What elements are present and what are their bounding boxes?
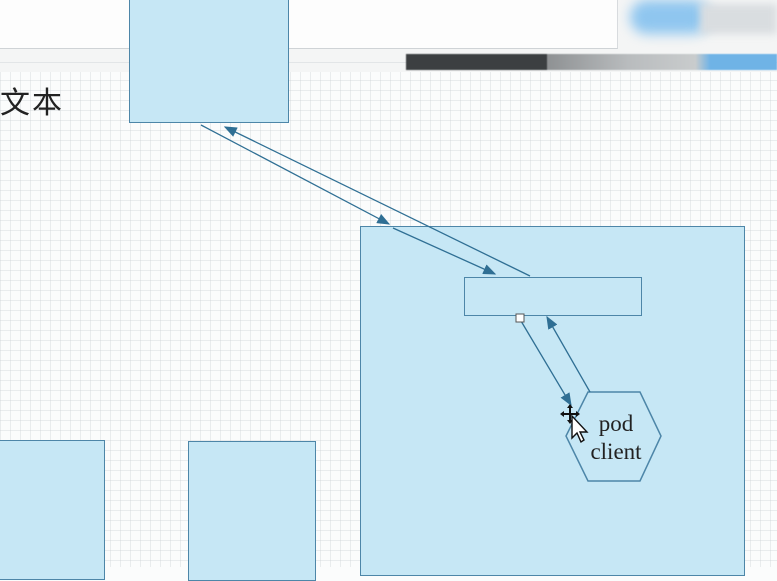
diagram-overlay xyxy=(200,124,662,482)
bottom-left-box[interactable] xyxy=(0,440,105,580)
edge-top-box-to-container[interactable] xyxy=(200,124,391,225)
toolbar-blurred-control[interactable] xyxy=(700,4,777,34)
toolbar-divider xyxy=(0,62,777,63)
pod-hexagon[interactable] xyxy=(565,391,662,482)
progress-bar xyxy=(406,54,777,70)
pod-label: pod client xyxy=(584,410,648,466)
top-box[interactable] xyxy=(129,0,289,123)
toolbar-blurred-button[interactable] xyxy=(630,0,710,34)
connection-handle[interactable] xyxy=(515,313,525,323)
edge-pod-to-inner-bar[interactable] xyxy=(546,315,591,393)
edge-container-to-inner-bar[interactable] xyxy=(392,227,497,275)
pod-label-line1: pod xyxy=(598,411,634,436)
edge-inner-bar-to-pod[interactable] xyxy=(520,320,572,407)
inner-bar[interactable] xyxy=(464,277,642,316)
toolbar-panel xyxy=(0,0,618,49)
bottom-middle-box[interactable] xyxy=(188,441,316,581)
edge-inner-bar-to-top-box[interactable] xyxy=(223,126,531,277)
move-cursor-icon xyxy=(560,404,589,444)
pod-label-line2: client xyxy=(590,439,642,464)
canvas-text-label[interactable]: 文本 xyxy=(0,86,64,121)
